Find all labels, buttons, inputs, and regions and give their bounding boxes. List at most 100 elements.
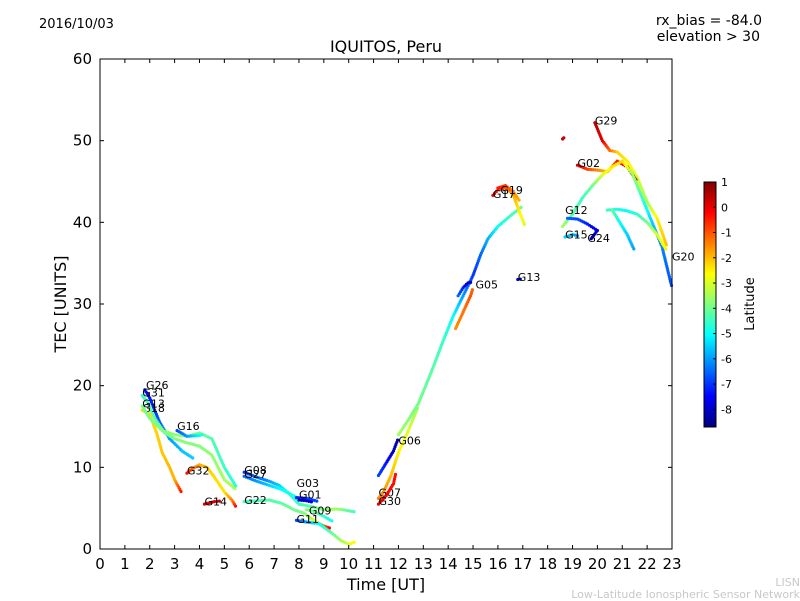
elevation-label: elevation > 30	[656, 29, 760, 45]
prn-label: G03	[297, 477, 320, 490]
x-tick-label: 20	[588, 555, 607, 573]
data-point	[470, 288, 474, 292]
prn-label: G27	[244, 468, 267, 481]
colorbar-tick-label: -1	[721, 227, 732, 240]
series-g14: G14	[202, 496, 228, 509]
prn-label: G13	[518, 271, 541, 284]
y-tick-label: 60	[73, 50, 92, 68]
data-point	[307, 499, 311, 503]
series-g06: G06	[376, 435, 421, 478]
footer-network: Low-Latitude Ionospheric Sensor Network	[571, 588, 800, 601]
x-tick-label: 3	[170, 555, 180, 573]
data-point	[610, 149, 614, 153]
data-point	[396, 438, 400, 442]
x-tick-label: 21	[613, 555, 632, 573]
data-point	[664, 247, 668, 251]
data-point	[522, 222, 527, 226]
colorbar-tick-label: -7	[721, 378, 732, 391]
data-point	[516, 277, 520, 282]
data-point	[299, 498, 303, 502]
prn-label: G22	[244, 494, 267, 507]
series-g05b	[456, 280, 473, 298]
colorbar	[703, 181, 717, 428]
series-g29b	[593, 121, 668, 247]
series-g13: G13	[140, 398, 238, 488]
data-point	[337, 507, 341, 511]
x-tick-label: 1	[120, 555, 130, 573]
prn-label: G17	[493, 188, 516, 201]
series-g31: G31	[140, 386, 237, 491]
y-tick-label: 30	[73, 295, 92, 313]
data-point	[575, 234, 580, 238]
series-g22: G22	[242, 494, 331, 530]
series-g20: G20	[672, 251, 695, 264]
prn-label: G06	[398, 435, 421, 448]
series-g12b	[610, 208, 636, 251]
data-point	[570, 233, 575, 237]
x-tick-label: 11	[364, 555, 383, 573]
series-g09: G09	[304, 505, 334, 523]
prn-label: G20	[672, 251, 695, 264]
data-point	[518, 277, 522, 281]
prn-label: G18	[142, 402, 165, 415]
series-g24: G24	[565, 216, 610, 245]
series-g05: G05	[454, 279, 498, 331]
prn-label: G14	[205, 496, 228, 509]
y-tick-label: 20	[73, 377, 92, 395]
colorbar-tick-label: 1	[721, 176, 728, 189]
series-g16: G16	[175, 420, 204, 438]
x-tick-label: 15	[463, 555, 482, 573]
data-point	[330, 519, 334, 523]
chart-date: 2016/10/03	[39, 17, 114, 32]
x-tick-label: 7	[269, 555, 279, 573]
x-tick-label: 9	[319, 555, 329, 573]
x-tick-label: 22	[638, 555, 657, 573]
data-point	[466, 281, 470, 285]
series-g07: G07	[376, 406, 420, 500]
prn-label: G29	[595, 114, 618, 127]
x-tick-label: 12	[389, 555, 408, 573]
data-point	[632, 247, 636, 251]
data-point	[297, 498, 301, 502]
series-g32: G32	[185, 463, 238, 508]
data-point	[573, 233, 577, 237]
x-tick-label: 19	[563, 555, 582, 573]
x-tick-label: 6	[244, 555, 254, 573]
series-g19: G19	[496, 184, 523, 202]
data-point	[562, 136, 566, 140]
data-point	[393, 472, 398, 477]
data-point	[613, 150, 617, 154]
series-g01: G01	[297, 488, 322, 504]
x-tick-label: 16	[488, 555, 507, 573]
data-point	[339, 507, 343, 512]
prn-label: G30	[379, 495, 402, 508]
prn-label: G02	[578, 157, 601, 170]
data-point	[309, 509, 313, 513]
series-g15: G15	[563, 229, 588, 242]
prn-label: G15	[565, 229, 588, 242]
colorbar-tick-label: 0	[721, 201, 728, 214]
data-point	[519, 205, 523, 209]
series-g12: G12	[561, 159, 674, 288]
prn-label: G16	[177, 420, 200, 433]
series-g13b: G13	[516, 271, 540, 284]
x-tick-label: 10	[339, 555, 358, 573]
prn-label: G12	[565, 204, 588, 217]
y-axis-label: TEC [UNITS]	[51, 256, 70, 354]
series-g03: G03	[294, 477, 320, 503]
prn-label: G01	[299, 488, 322, 501]
data-point	[352, 510, 356, 514]
series-g29: G29	[561, 114, 618, 141]
data-point	[215, 499, 219, 503]
data-point	[315, 499, 319, 503]
data-point	[608, 148, 612, 153]
data-point	[589, 237, 593, 241]
data-point	[217, 499, 221, 503]
data-point	[197, 433, 202, 438]
chart-title: IQUITOS, Peru	[330, 37, 442, 56]
series-g11: G11	[294, 513, 356, 546]
x-tick-label: 4	[195, 555, 205, 573]
prn-label: G13	[142, 398, 165, 411]
prn-label: G19	[500, 184, 523, 197]
